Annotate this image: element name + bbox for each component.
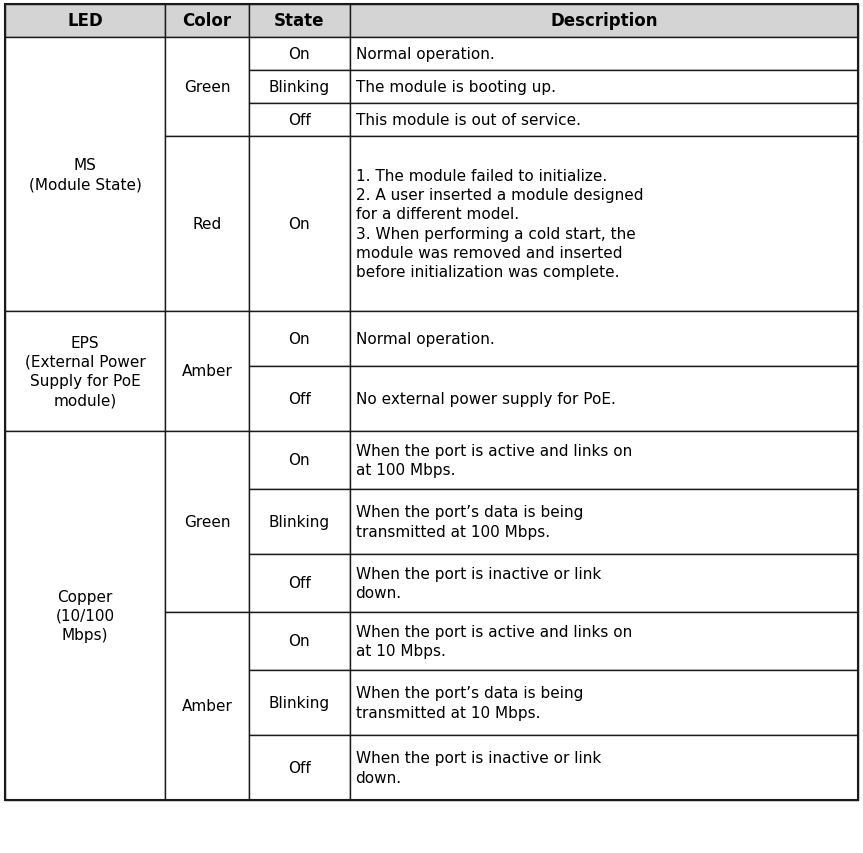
Text: On: On bbox=[288, 217, 310, 232]
Bar bbox=[166, 612, 249, 800]
Text: Blinking: Blinking bbox=[268, 695, 330, 711]
Bar bbox=[249, 38, 350, 71]
Text: This module is out of service.: This module is out of service. bbox=[356, 113, 581, 128]
Text: Amber: Amber bbox=[182, 699, 233, 714]
Text: Color: Color bbox=[183, 13, 232, 31]
Text: Blinking: Blinking bbox=[268, 80, 330, 95]
Text: Off: Off bbox=[288, 760, 311, 775]
Text: On: On bbox=[288, 453, 310, 468]
Bar bbox=[249, 104, 350, 136]
Bar bbox=[5, 432, 166, 800]
Bar bbox=[350, 735, 858, 800]
Bar bbox=[249, 670, 350, 735]
Bar bbox=[166, 432, 249, 612]
Bar bbox=[350, 670, 858, 735]
Text: When the port is active and links on
at 100 Mbps.: When the port is active and links on at … bbox=[356, 444, 632, 478]
Bar bbox=[350, 612, 858, 670]
Text: Red: Red bbox=[192, 217, 222, 232]
Text: Copper
(10/100
Mbps): Copper (10/100 Mbps) bbox=[55, 589, 115, 642]
Text: When the port’s data is being
transmitted at 10 Mbps.: When the port’s data is being transmitte… bbox=[356, 686, 583, 720]
Text: The module is booting up.: The module is booting up. bbox=[356, 80, 556, 95]
Text: When the port is inactive or link
down.: When the port is inactive or link down. bbox=[356, 751, 601, 785]
Text: Green: Green bbox=[184, 80, 230, 95]
Text: No external power supply for PoE.: No external power supply for PoE. bbox=[356, 392, 615, 407]
Text: Blinking: Blinking bbox=[268, 514, 330, 530]
Bar bbox=[249, 735, 350, 800]
Bar bbox=[249, 311, 350, 367]
Bar bbox=[249, 5, 350, 38]
Text: Description: Description bbox=[550, 13, 658, 31]
Text: On: On bbox=[288, 332, 310, 346]
Bar bbox=[350, 136, 858, 311]
Text: On: On bbox=[288, 634, 310, 649]
Bar bbox=[350, 367, 858, 432]
Bar bbox=[249, 612, 350, 670]
Text: Normal operation.: Normal operation. bbox=[356, 47, 494, 62]
Text: Normal operation.: Normal operation. bbox=[356, 332, 494, 346]
Bar bbox=[166, 136, 249, 311]
Text: When the port is inactive or link
down.: When the port is inactive or link down. bbox=[356, 566, 601, 601]
Bar bbox=[249, 490, 350, 554]
Text: Green: Green bbox=[184, 514, 230, 530]
Bar bbox=[249, 432, 350, 490]
Bar bbox=[166, 5, 249, 38]
Bar bbox=[350, 311, 858, 367]
Text: Off: Off bbox=[288, 576, 311, 591]
Bar bbox=[166, 311, 249, 432]
Text: When the port’s data is being
transmitted at 100 Mbps.: When the port’s data is being transmitte… bbox=[356, 505, 583, 539]
Bar bbox=[5, 311, 166, 432]
Bar bbox=[5, 38, 166, 311]
Text: Off: Off bbox=[288, 392, 311, 407]
Bar bbox=[350, 554, 858, 612]
Text: LED: LED bbox=[67, 13, 103, 31]
Bar bbox=[350, 5, 858, 38]
Bar bbox=[249, 71, 350, 104]
Bar bbox=[249, 554, 350, 612]
Text: EPS
(External Power
Supply for PoE
module): EPS (External Power Supply for PoE modul… bbox=[25, 335, 146, 408]
Bar bbox=[350, 104, 858, 136]
Text: On: On bbox=[288, 47, 310, 62]
Bar bbox=[350, 432, 858, 490]
Bar bbox=[5, 5, 166, 38]
Bar bbox=[249, 367, 350, 432]
Text: State: State bbox=[274, 13, 324, 31]
Text: 1. The module failed to initialize.
2. A user inserted a module designed
for a d: 1. The module failed to initialize. 2. A… bbox=[356, 169, 643, 280]
Text: Off: Off bbox=[288, 113, 311, 128]
Bar bbox=[350, 71, 858, 104]
Text: When the port is active and links on
at 10 Mbps.: When the port is active and links on at … bbox=[356, 624, 632, 659]
Bar bbox=[249, 136, 350, 311]
Bar bbox=[166, 38, 249, 136]
Text: MS
(Module State): MS (Module State) bbox=[28, 158, 142, 192]
Text: Amber: Amber bbox=[182, 364, 233, 379]
Bar bbox=[350, 490, 858, 554]
Bar bbox=[350, 38, 858, 71]
